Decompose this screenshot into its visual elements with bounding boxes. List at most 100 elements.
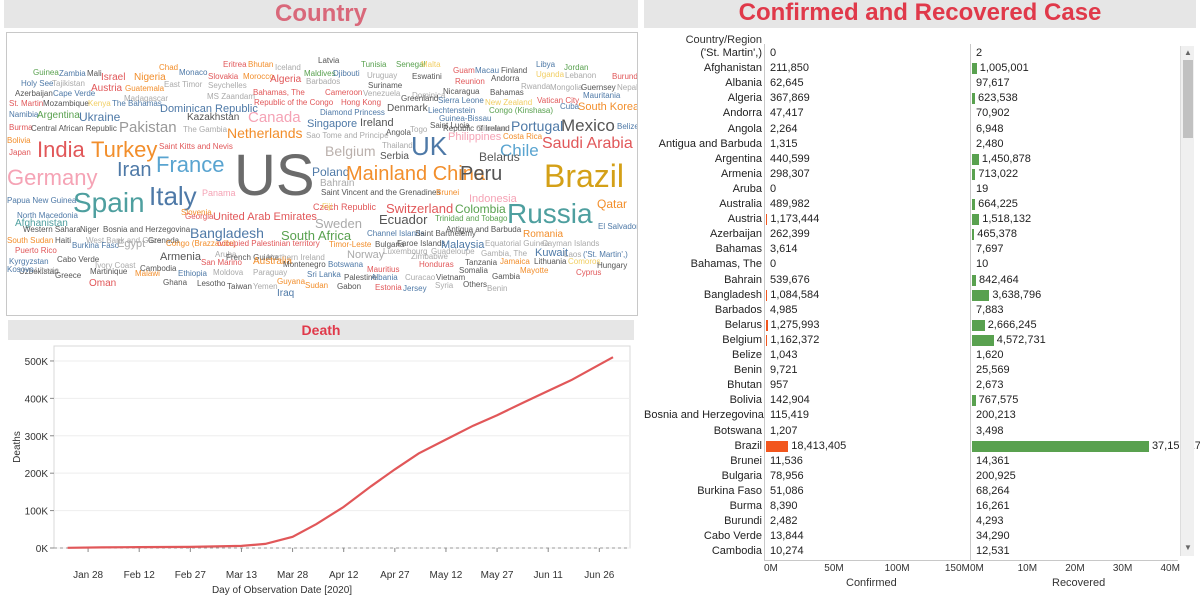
word-cloud-term[interactable]: Iceland — [275, 63, 301, 72]
word-cloud-term[interactable]: Malta — [421, 60, 441, 69]
word-cloud-term[interactable]: Martinique — [90, 267, 128, 276]
word-cloud-term[interactable]: Timor-Leste — [329, 240, 372, 249]
word-cloud-term[interactable]: Albania — [371, 273, 398, 282]
word-cloud-term[interactable]: Austria — [91, 83, 123, 94]
word-cloud-term[interactable]: Mauritania — [583, 91, 621, 100]
word-cloud-term[interactable]: Suriname — [368, 81, 403, 90]
word-cloud-term[interactable]: Algeria — [270, 74, 302, 85]
word-cloud-term[interactable]: Namibia — [9, 110, 39, 119]
word-cloud-term[interactable]: Bahamas — [490, 88, 524, 97]
word-cloud-term[interactable]: New Zealand — [485, 98, 533, 107]
word-cloud-term[interactable]: Reunion — [455, 77, 485, 86]
word-cloud-term[interactable]: Chad — [159, 63, 179, 72]
word-cloud-term[interactable]: Israel — [101, 72, 126, 83]
country-row-label[interactable]: Bahrain — [724, 273, 762, 286]
word-cloud-term[interactable]: Ghana — [163, 278, 188, 287]
country-row-label[interactable]: Belarus — [724, 318, 762, 331]
word-cloud-term[interactable]: Barbados — [306, 77, 341, 86]
word-cloud-term[interactable]: Cape Verde — [53, 89, 96, 98]
word-cloud-term[interactable]: Brunei — [436, 188, 460, 197]
word-cloud-term[interactable]: Liberia — [35, 266, 60, 275]
word-cloud-term[interactable]: Mayotte — [520, 266, 549, 275]
word-cloud-term[interactable]: France — [156, 152, 225, 177]
word-cloud-term[interactable]: Morocco — [243, 72, 274, 81]
confirmed-bar[interactable] — [766, 319, 768, 331]
country-row-label[interactable]: Burkina Faso — [697, 484, 762, 497]
word-cloud-term[interactable]: Peru — [460, 163, 503, 185]
word-cloud-term[interactable]: Sri Lanka — [307, 270, 341, 279]
word-cloud-term[interactable]: San Marino — [201, 258, 242, 267]
word-cloud-term[interactable]: Antigua and Barbuda — [446, 225, 522, 234]
word-cloud-term[interactable]: Armenia — [160, 251, 201, 263]
word-cloud-term[interactable]: Saudi Arabia — [542, 135, 633, 152]
word-cloud-term[interactable]: Angola — [386, 128, 411, 137]
word-cloud-term[interactable]: Andorra — [491, 74, 520, 83]
word-cloud-term[interactable]: Eswatini — [412, 72, 442, 81]
scroll-up-icon[interactable]: ▲ — [1184, 48, 1192, 57]
word-cloud-term[interactable]: Norway — [347, 249, 385, 261]
word-cloud-term[interactable]: Chile — [500, 141, 539, 160]
word-cloud-term[interactable]: Mali — [87, 69, 102, 78]
word-cloud-term[interactable]: Bolivia — [7, 136, 31, 145]
word-cloud-term[interactable]: South Africa — [281, 228, 352, 243]
country-row-label[interactable]: Australia — [719, 198, 762, 210]
word-cloud-term[interactable]: ('St. Martin',) — [583, 250, 628, 259]
word-cloud-term[interactable]: Western Sahara — [23, 225, 81, 234]
word-cloud-term[interactable]: Sweden — [315, 216, 362, 231]
word-cloud-term[interactable]: Nicaragua — [443, 87, 480, 96]
word-cloud-term[interactable]: Australia — [253, 256, 292, 267]
country-row-label[interactable]: Armenia — [721, 167, 762, 180]
word-cloud-term[interactable]: Canada — [248, 109, 301, 126]
word-cloud-term[interactable]: United Arab Emirates — [213, 211, 317, 223]
word-cloud-term[interactable]: Maldives — [304, 69, 336, 78]
word-cloud-term[interactable]: Philippines — [448, 131, 502, 143]
word-cloud-term[interactable]: Sudan — [305, 281, 329, 290]
word-cloud-term[interactable]: Mozambique — [43, 99, 89, 108]
word-cloud-term[interactable]: Jordan — [564, 63, 589, 72]
scroll-thumb[interactable] — [1183, 60, 1193, 138]
country-row-label[interactable]: Botswana — [713, 424, 762, 437]
country-row-label[interactable]: Aruba — [732, 182, 762, 195]
word-cloud-term[interactable]: Moldova — [213, 268, 244, 277]
country-row-label[interactable]: Brunei — [730, 454, 762, 467]
word-cloud-term[interactable]: Yemen — [253, 282, 278, 291]
country-row-label[interactable]: Azerbaijan — [710, 228, 762, 241]
word-cloud-term[interactable]: Lesotho — [197, 279, 226, 288]
word-cloud-term[interactable]: Azerbaijan — [15, 89, 53, 98]
word-cloud-term[interactable]: Sao Tome and Principe — [306, 131, 389, 140]
word-cloud-term[interactable]: Honduras — [419, 260, 454, 269]
word-cloud-term[interactable]: Saint Lucia — [430, 121, 470, 130]
word-cloud-term[interactable]: Montenegro — [283, 260, 326, 269]
word-cloud-term[interactable]: Gibraltar — [476, 124, 507, 133]
word-cloud-term[interactable]: Faroe Islands — [397, 239, 446, 248]
word-cloud-term[interactable]: Aruba — [215, 250, 237, 259]
country-row-label[interactable]: Cambodia — [711, 545, 762, 558]
recovered-bar[interactable] — [972, 63, 977, 75]
word-cloud-term[interactable]: Republic of Ireland — [443, 124, 510, 133]
word-cloud-term[interactable]: MS Zaandam — [207, 92, 256, 101]
scroll-down-icon[interactable]: ▼ — [1184, 543, 1192, 552]
word-cloud-term[interactable]: Cameroon — [325, 88, 363, 97]
word-cloud-term[interactable]: Greenland — [401, 94, 439, 103]
word-cloud-term[interactable]: Nigeria — [134, 72, 166, 83]
word-cloud-term[interactable]: El Salvador — [598, 222, 638, 231]
word-cloud-term[interactable]: Palestine — [344, 273, 377, 282]
word-cloud-term[interactable]: Djibouti — [333, 69, 360, 78]
word-cloud-term[interactable]: Madagascar — [124, 94, 169, 103]
word-cloud-term[interactable]: Ecuador — [379, 212, 428, 227]
word-cloud-term[interactable]: Guinea — [33, 68, 59, 77]
word-cloud-term[interactable]: The Gambia — [183, 125, 228, 134]
recovered-bar[interactable] — [972, 440, 1149, 452]
word-cloud-term[interactable]: Lebanon — [565, 71, 597, 80]
word-cloud-term[interactable]: Kosovo — [7, 265, 34, 274]
word-cloud-term[interactable]: Guadeloupe — [431, 247, 475, 256]
country-row-label[interactable]: Bahamas — [715, 243, 762, 256]
country-row-label[interactable]: Burma — [729, 500, 762, 512]
word-cloud-term[interactable]: Oman — [89, 278, 117, 289]
country-row-label[interactable]: Benin — [733, 364, 762, 377]
word-cloud-term[interactable]: Cabo Verde — [57, 255, 100, 264]
word-cloud-term[interactable]: Cyprus — [576, 268, 602, 277]
word-cloud-term[interactable]: Eritrea — [223, 60, 247, 69]
word-cloud-term[interactable]: Gabon — [337, 282, 362, 291]
word-cloud-term[interactable]: Slovenia — [181, 208, 212, 217]
